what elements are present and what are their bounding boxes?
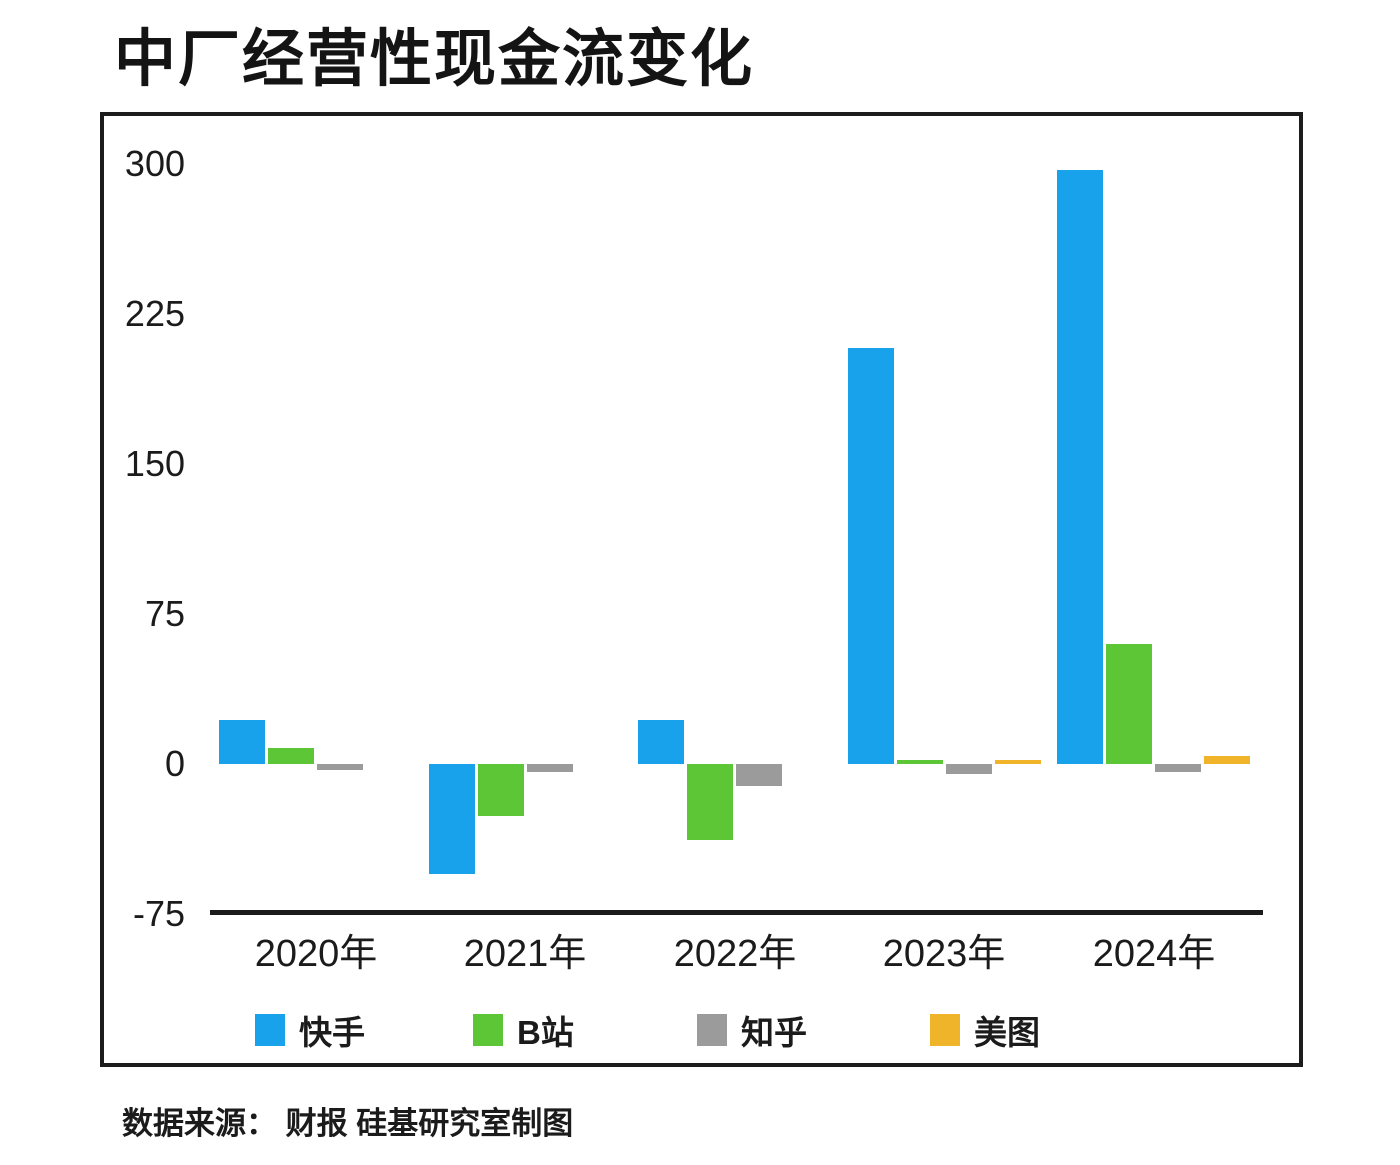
y-axis-tick-label: 75 <box>144 593 185 634</box>
legend-color-swatch <box>255 1014 285 1046</box>
bar-B站-2024年 <box>1106 644 1152 764</box>
y-axis-tick-label: 225 <box>124 293 185 334</box>
legend-color-swatch <box>473 1014 503 1046</box>
y-axis-tick-label: -75 <box>132 893 185 934</box>
bar-快手-2024年 <box>1057 170 1103 764</box>
bar-快手-2020年 <box>219 720 265 764</box>
bar-B站-2022年 <box>687 764 733 840</box>
y-axis-tick-label: 150 <box>124 443 185 484</box>
x-axis-line <box>210 910 1263 915</box>
y-axis-tick-label: 300 <box>124 143 185 184</box>
bar-美图-2023年 <box>995 760 1041 764</box>
chart-panel: 300 225 150 75 0 -75 2020年 2021年 2022年 2023年 2024年… <box>100 112 1303 1067</box>
bar-知乎-2022年 <box>736 764 782 786</box>
x-axis-label-2021年: 2021年 <box>463 933 587 975</box>
legend-item-知乎: 知乎 <box>697 1006 807 1054</box>
legend-color-swatch <box>697 1014 727 1046</box>
legend-label: B站 <box>517 1014 574 1051</box>
bar-B站-2021年 <box>478 764 524 816</box>
legend-item-美图: 美图 <box>930 1006 1040 1054</box>
bar-B站-2023年 <box>897 760 943 764</box>
x-axis-label-2022年: 2022年 <box>673 933 797 975</box>
legend-item-B站: B站 <box>473 1006 574 1054</box>
legend-label: 知乎 <box>741 1014 807 1051</box>
bar-知乎-2024年 <box>1155 764 1201 772</box>
plot-area: 300 225 150 75 0 -75 2020年 2021年 2022年 2023年 2024年… <box>104 116 1299 1063</box>
data-source-note: 数据来源： 财报 硅基研究室制图 <box>122 1106 574 1141</box>
bar-快手-2023年 <box>848 348 894 764</box>
bar-知乎-2020年 <box>317 764 363 770</box>
bar-美图-2024年 <box>1204 756 1250 764</box>
page-title: 中厂经营性现金流变化 <box>114 25 755 94</box>
bar-知乎-2021年 <box>527 764 573 772</box>
bar-快手-2022年 <box>638 720 684 764</box>
x-axis-label-2023年: 2023年 <box>882 933 1006 975</box>
bar-B站-2020年 <box>268 748 314 764</box>
legend-item-快手: 快手 <box>255 1006 365 1054</box>
x-axis-label-2020年: 2020年 <box>254 933 378 975</box>
bar-知乎-2023年 <box>946 764 992 774</box>
legend-color-swatch <box>930 1014 960 1046</box>
bar-快手-2021年 <box>429 764 475 874</box>
x-axis-label-2024年: 2024年 <box>1092 933 1216 975</box>
legend-label: 快手 <box>299 1014 365 1051</box>
legend-label: 美图 <box>974 1014 1040 1051</box>
y-axis-tick-label: 0 <box>164 743 185 784</box>
